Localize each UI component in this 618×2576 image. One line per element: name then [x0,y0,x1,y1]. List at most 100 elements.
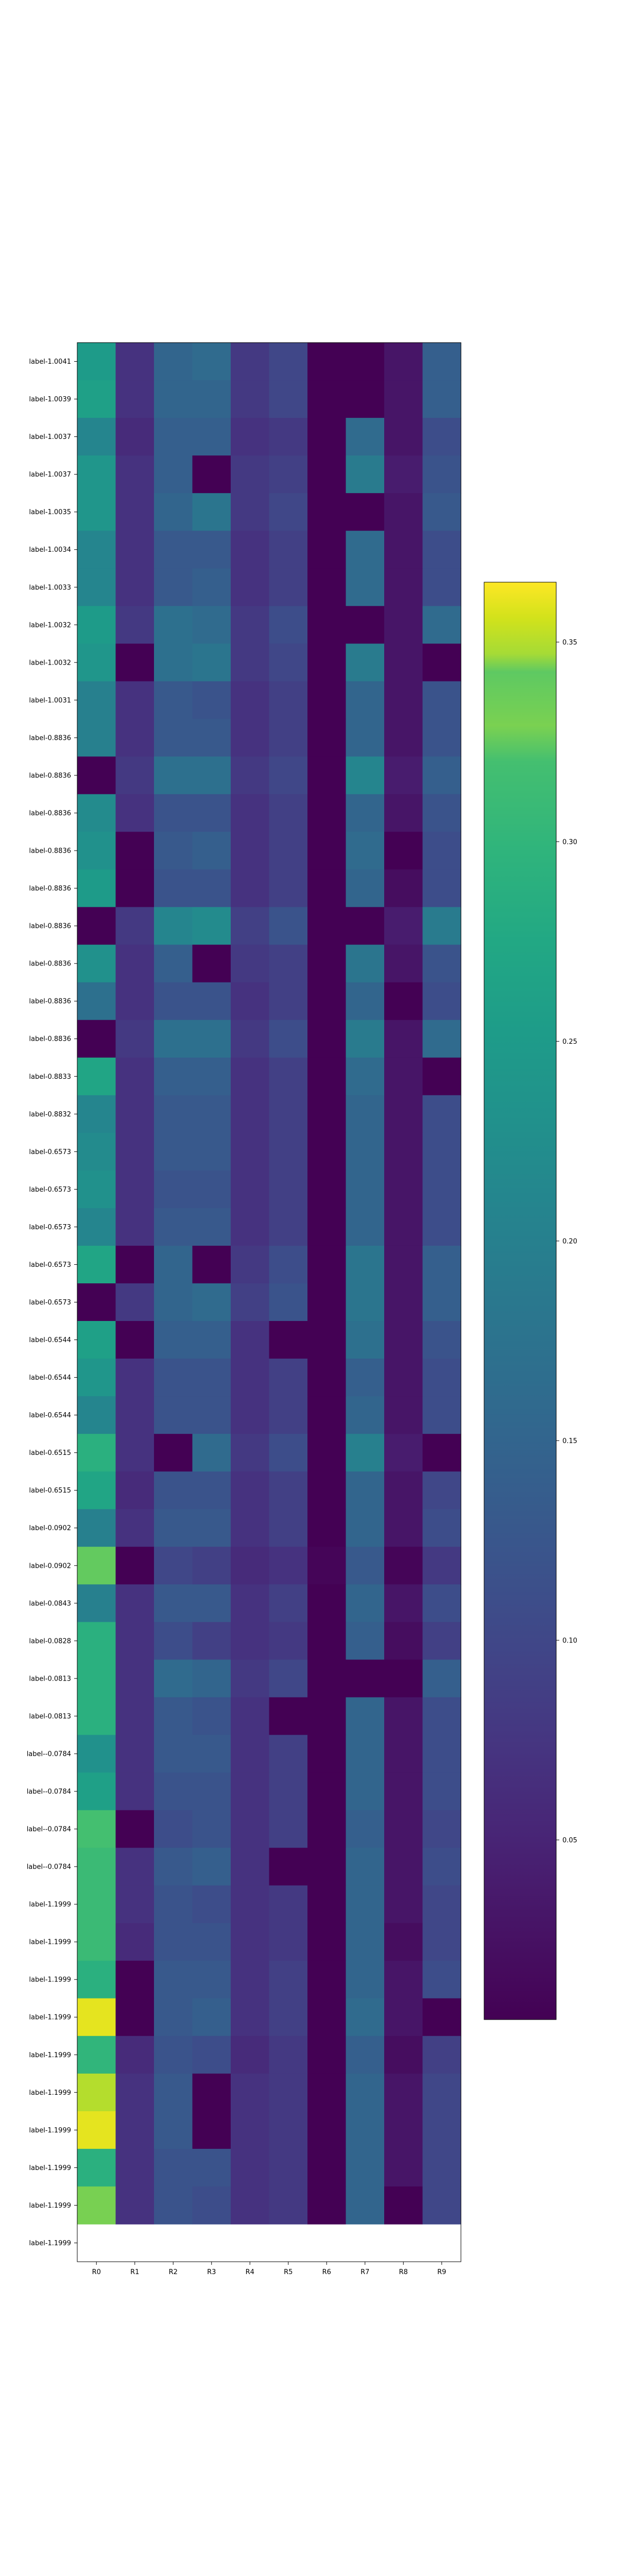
heatmap-cell [154,1283,193,1321]
heatmap-cell [192,1547,231,1585]
heatmap-cell [154,1245,193,1284]
y-tick-label: label--0.0784 [27,1750,71,1758]
heatmap-cell [192,1584,231,1622]
heatmap-cell [231,1283,270,1321]
heatmap-cell [346,1960,385,1999]
heatmap-cell [77,1772,116,1811]
heatmap-cell [231,1434,270,1472]
heatmap-cell [422,2186,461,2225]
heatmap-cell [115,455,154,494]
heatmap-cell [77,380,116,418]
y-tick-label: label-1.0035 [29,509,71,516]
heatmap-cell [384,1998,423,2037]
y-tick-label: label-0.8836 [29,960,71,968]
heatmap-cell [422,343,461,381]
heatmap-cell [307,1471,347,1510]
heatmap-cell [346,832,385,870]
heatmap-cell [422,944,461,983]
heatmap-cell [307,1208,347,1246]
y-tick-label: label-0.6544 [29,1374,71,1382]
heatmap-cell [192,606,231,644]
heatmap-cell [154,1923,193,1961]
heatmap-cell [346,1057,385,1096]
heatmap-cell [346,531,385,569]
heatmap-cell [115,1471,154,1510]
heatmap-cell [192,2111,231,2149]
heatmap-cell [384,681,423,719]
heatmap-cell [384,2111,423,2149]
heatmap-cell [192,1923,231,1961]
heatmap-cell [307,1848,347,1886]
x-tick-label: R1 [130,2268,139,2276]
heatmap-cell [346,1132,385,1171]
heatmap-cell [115,907,154,945]
y-tick-label: label-0.0902 [29,1524,71,1532]
heatmap-cell [422,2073,461,2112]
heatmap-cell [422,1095,461,1133]
heatmap-cell [346,1434,385,1472]
heatmap-cell [346,493,385,531]
heatmap-cell [154,944,193,983]
heatmap-cell [154,2073,193,2112]
heatmap-cell [115,1095,154,1133]
heatmap-cell [154,1810,193,1849]
heatmap-cell [384,343,423,381]
heatmap-cell [154,531,193,569]
heatmap-cell [307,1396,347,1434]
heatmap-cell [154,606,193,644]
heatmap-cell [307,1283,347,1321]
heatmap-cell [77,982,116,1021]
heatmap-cell [346,907,385,945]
heatmap-cell [115,1772,154,1811]
heatmap-cell [422,1697,461,1736]
heatmap-cell [422,455,461,494]
heatmap-cell [269,1622,308,1660]
heatmap-cell [422,756,461,795]
heatmap-cell [269,1923,308,1961]
heatmap-cell [154,1622,193,1660]
heatmap-cell [307,1659,347,1698]
heatmap-cell [384,1810,423,1849]
heatmap-cell [231,1396,270,1434]
heatmap-cell [115,1434,154,1472]
heatmap-cell [422,719,461,757]
heatmap-cell [231,455,270,494]
heatmap-cell [307,493,347,531]
heatmap-cell [192,944,231,983]
heatmap-cell [154,869,193,908]
heatmap-cell [346,681,385,719]
heatmap-cell [231,832,270,870]
heatmap-cell [422,1057,461,1096]
heatmap-cell [269,1584,308,1622]
heatmap-cell [422,1471,461,1510]
heatmap-cell [269,1547,308,1585]
heatmap-cell [231,1998,270,2037]
y-tick-label: label-0.8836 [29,923,71,930]
heatmap-cell [115,1659,154,1698]
heatmap-cell [346,1170,385,1209]
heatmap-cell [346,1998,385,2037]
heatmap-cell [346,1359,385,1397]
heatmap-cell [115,1321,154,1359]
heatmap-cell [154,1697,193,1736]
heatmap-cell [115,1697,154,1736]
heatmap-cell [422,2148,461,2187]
heatmap-cell [384,1584,423,1622]
heatmap-cell [115,418,154,456]
heatmap-cell [422,1659,461,1698]
heatmap-cell [269,832,308,870]
heatmap-cell [307,418,347,456]
y-tick-label: label-1.1999 [29,1939,71,1946]
heatmap-cell [307,568,347,606]
heatmap-cell [77,1584,116,1622]
heatmap-cell [422,1132,461,1171]
heatmap-cell [231,1772,270,1811]
heatmap-cell [154,455,193,494]
heatmap-cell [384,719,423,757]
heatmap-cell [269,643,308,682]
heatmap-cell [77,832,116,870]
heatmap-cell [384,568,423,606]
heatmap-cell [154,756,193,795]
heatmap-cell [154,1772,193,1811]
y-tick-label: label-1.0031 [29,697,71,704]
